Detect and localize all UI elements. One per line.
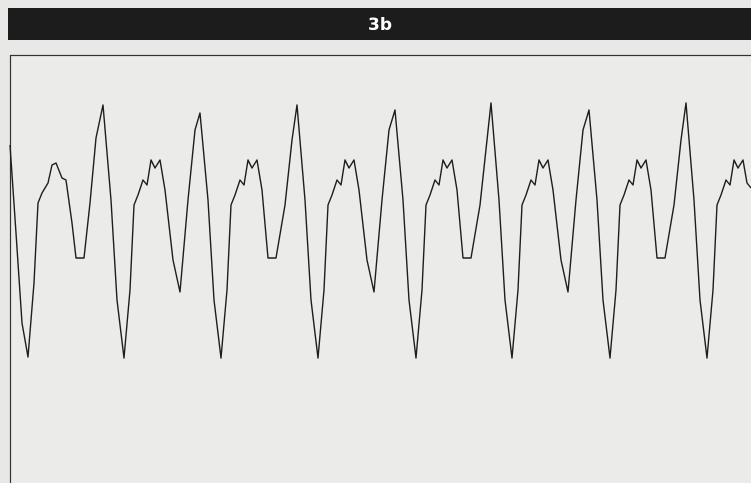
waveform-line	[9, 102, 751, 359]
plot-frame	[9, 54, 751, 483]
chart-title: 3b	[368, 15, 392, 35]
title-bar	[8, 8, 751, 40]
